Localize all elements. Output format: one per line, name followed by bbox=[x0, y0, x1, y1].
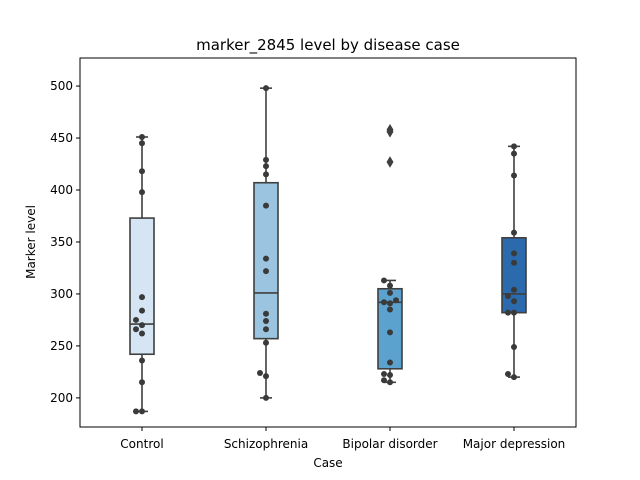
data-point bbox=[133, 316, 139, 323]
data-point bbox=[139, 408, 145, 415]
data-point bbox=[381, 299, 387, 306]
data-point bbox=[505, 309, 511, 316]
data-point bbox=[139, 322, 145, 329]
data-point bbox=[263, 156, 269, 163]
y-tick-label: 400 bbox=[50, 183, 73, 197]
x-axis-label: Case bbox=[313, 456, 342, 470]
plot-area bbox=[129, 85, 527, 415]
data-point bbox=[511, 143, 517, 150]
data-point bbox=[505, 370, 511, 377]
box-bipolar-disorder bbox=[377, 123, 403, 384]
data-point bbox=[263, 171, 269, 178]
data-point bbox=[381, 370, 387, 377]
data-point bbox=[511, 374, 517, 381]
x-tick-label: Major depression bbox=[463, 437, 566, 451]
data-point bbox=[511, 309, 517, 316]
y-axis-label: Marker level bbox=[24, 205, 38, 279]
data-point bbox=[133, 408, 139, 415]
data-point bbox=[139, 379, 145, 386]
box-control bbox=[129, 136, 155, 413]
data-point bbox=[257, 369, 263, 376]
data-point bbox=[139, 330, 145, 337]
box-schizophrenia bbox=[253, 87, 279, 399]
data-point bbox=[511, 298, 517, 305]
data-point bbox=[263, 339, 269, 346]
data-point bbox=[511, 259, 517, 266]
data-point bbox=[139, 133, 145, 140]
data-point bbox=[133, 326, 139, 333]
data-point bbox=[387, 289, 393, 296]
data-point bbox=[263, 202, 269, 209]
y-tick-label: 500 bbox=[50, 79, 73, 93]
data-point bbox=[263, 268, 269, 275]
data-point bbox=[139, 189, 145, 196]
x-tick-label: Bipolar disorder bbox=[342, 437, 437, 451]
data-point bbox=[505, 293, 511, 300]
outlier-marker bbox=[386, 123, 394, 136]
data-point bbox=[139, 168, 145, 175]
data-point bbox=[511, 172, 517, 179]
y-tick-label: 250 bbox=[50, 339, 73, 353]
data-point bbox=[387, 329, 393, 336]
y-tick-label: 450 bbox=[50, 131, 73, 145]
axes-frame bbox=[79, 57, 577, 428]
data-point bbox=[511, 343, 517, 350]
data-point bbox=[387, 282, 393, 289]
data-point bbox=[387, 379, 393, 386]
data-point bbox=[511, 229, 517, 236]
y-tick-label: 200 bbox=[50, 391, 73, 405]
data-point bbox=[511, 150, 517, 157]
data-point bbox=[387, 359, 393, 366]
outlier-marker bbox=[386, 156, 394, 168]
data-point bbox=[387, 300, 393, 307]
data-point bbox=[263, 163, 269, 170]
y-tick-label: 300 bbox=[50, 287, 73, 301]
data-point bbox=[263, 255, 269, 262]
x-tick-label: Control bbox=[120, 437, 163, 451]
data-point bbox=[511, 286, 517, 293]
data-point bbox=[263, 85, 269, 92]
data-point bbox=[393, 297, 399, 304]
chart-title: marker_2845 level by disease case bbox=[196, 36, 460, 55]
data-point bbox=[263, 373, 269, 380]
data-point bbox=[511, 250, 517, 257]
data-point bbox=[263, 310, 269, 317]
y-tick-label: 350 bbox=[50, 235, 73, 249]
data-point bbox=[139, 294, 145, 301]
data-point bbox=[263, 317, 269, 324]
data-point bbox=[139, 307, 145, 314]
data-point bbox=[139, 357, 145, 364]
x-tick-label: Schizophrenia bbox=[224, 437, 308, 451]
data-point bbox=[381, 277, 387, 284]
data-point bbox=[139, 140, 145, 147]
data-point bbox=[387, 306, 393, 313]
data-point bbox=[387, 372, 393, 379]
data-point bbox=[263, 394, 269, 401]
data-point bbox=[381, 377, 387, 384]
data-point bbox=[263, 326, 269, 333]
